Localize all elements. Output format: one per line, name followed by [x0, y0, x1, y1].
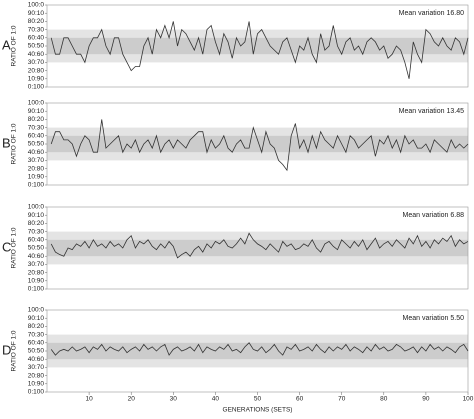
band	[47, 37, 468, 55]
x-tick-label: 90	[422, 396, 430, 403]
x-tick-label: 50	[254, 396, 262, 403]
y-tick-label: 80:20	[28, 220, 45, 227]
y-tick-label: 10:90	[28, 278, 45, 285]
y-tick-label: 90:10	[28, 212, 45, 219]
y-tick-label: 10:90	[28, 76, 45, 83]
panel-label: C	[2, 239, 11, 254]
y-axis-label: RATIO OF 1:0	[11, 123, 18, 164]
y-tick-label: 50:50	[28, 245, 45, 252]
y-tick-label: 30:70	[28, 261, 45, 268]
y-tick-label: 10:90	[28, 174, 45, 181]
x-tick-label: 20	[128, 396, 136, 403]
y-tick-label: 100:0	[28, 2, 45, 9]
y-tick-label: 70:30	[28, 124, 45, 131]
annotation: Mean variation 13.45	[399, 108, 464, 115]
annotation: Mean variation 16.80	[399, 10, 464, 17]
y-tick-label: 0:100	[28, 182, 45, 189]
x-tick-label: 10	[85, 396, 93, 403]
x-tick-label: 70	[338, 396, 346, 403]
y-tick-label: 60:40	[28, 237, 45, 244]
y-tick-label: 40:60	[28, 149, 45, 156]
x-tick-label: 100	[463, 396, 474, 403]
y-tick-label: 30:70	[28, 157, 45, 164]
data-line	[50, 232, 469, 259]
y-tick-label: 90:10	[28, 108, 45, 115]
y-tick-label: 40:60	[28, 51, 45, 58]
annotation: Mean variation 6.88	[403, 212, 465, 219]
x-tick-label: 80	[380, 396, 388, 403]
y-tick-label: 0:100	[28, 389, 45, 396]
y-tick-label: 80:20	[28, 323, 45, 330]
y-tick-label: 10:90	[28, 381, 45, 388]
data-line	[50, 119, 469, 172]
y-tick-label: 70:30	[28, 331, 45, 338]
data-line	[50, 21, 469, 79]
x-tick-label: 30	[170, 396, 178, 403]
data-line	[50, 342, 469, 356]
y-tick-label: 100:0	[28, 307, 45, 314]
panel-label: D	[2, 342, 11, 357]
y-tick-label: 50:50	[28, 43, 45, 50]
y-tick-label: 80:20	[28, 116, 45, 123]
y-tick-label: 20:80	[28, 269, 45, 276]
y-tick-label: 30:70	[28, 59, 45, 66]
y-axis-label: RATIO OF 1:0	[11, 25, 18, 66]
y-tick-label: 50:50	[28, 141, 45, 148]
y-tick-label: 0:100	[28, 286, 45, 293]
x-axis-label: GENERATIONS (SETS)	[223, 407, 293, 414]
y-tick-label: 20:80	[28, 165, 45, 172]
y-tick-label: 100:0	[28, 204, 45, 211]
y-tick-label: 90:10	[28, 10, 45, 17]
y-tick-label: 90:10	[28, 315, 45, 322]
y-tick-label: 100:0	[28, 100, 45, 107]
annotation: Mean variation 5.50	[403, 315, 465, 322]
x-tick-label: 40	[212, 396, 220, 403]
band	[47, 239, 468, 257]
y-tick-label: 60:40	[28, 133, 45, 140]
y-tick-label: 20:80	[28, 67, 45, 74]
y-tick-label: 50:50	[28, 348, 45, 355]
y-tick-label: 20:80	[28, 372, 45, 379]
y-tick-label: 0:100	[28, 84, 45, 91]
y-tick-label: 60:40	[28, 340, 45, 347]
y-tick-label: 80:20	[28, 18, 45, 25]
y-tick-label: 40:60	[28, 253, 45, 260]
y-tick-label: 40:60	[28, 356, 45, 363]
y-axis-label: RATIO OF 1:0	[11, 330, 18, 371]
x-tick-label: 60	[296, 396, 304, 403]
panel-label: A	[2, 37, 11, 52]
panel-label: B	[2, 135, 11, 150]
y-tick-label: 30:70	[28, 364, 45, 371]
y-axis-label: RATIO OF 1:0	[11, 227, 18, 268]
y-tick-label: 60:40	[28, 35, 45, 42]
y-tick-label: 70:30	[28, 228, 45, 235]
y-tick-label: 70:30	[28, 26, 45, 33]
